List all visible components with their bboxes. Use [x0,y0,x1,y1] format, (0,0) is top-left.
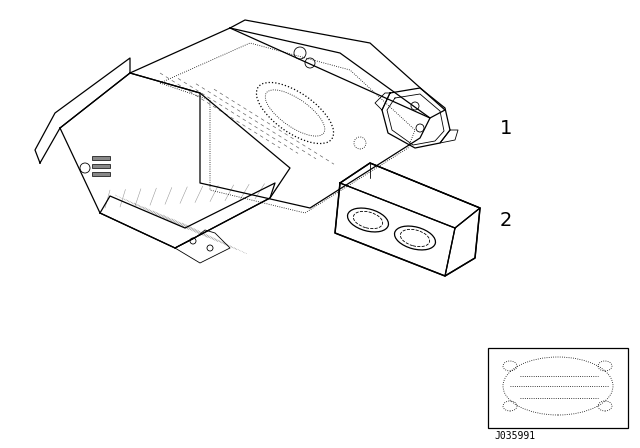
Bar [92,164,110,168]
Text: J035991: J035991 [494,431,535,441]
Text: 2: 2 [500,211,513,229]
Bar [488,348,628,428]
Bar [92,172,110,176]
Text: 1: 1 [500,119,513,138]
Bar [92,156,110,160]
